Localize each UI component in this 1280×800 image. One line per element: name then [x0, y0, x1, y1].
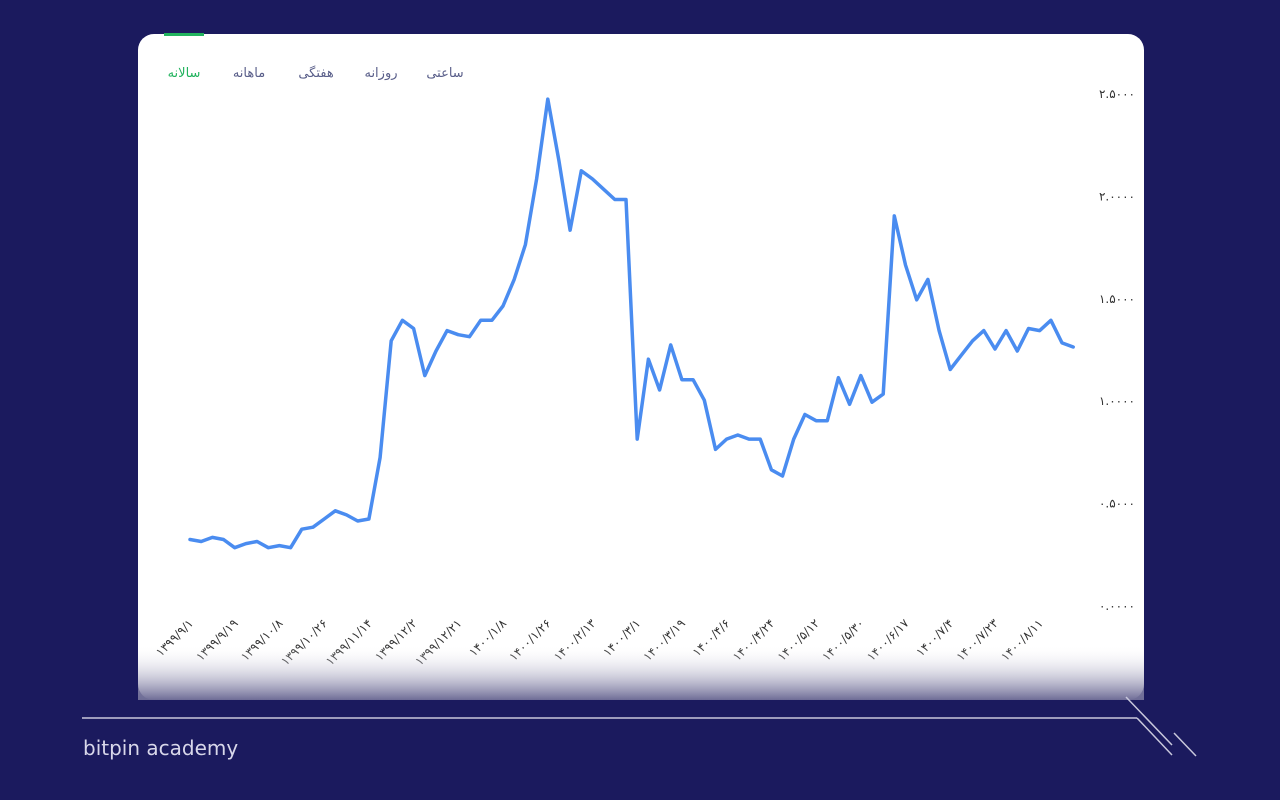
- active-tab-indicator: [164, 33, 204, 36]
- y-tick-label: ۱.۵۰۰۰: [1099, 292, 1135, 306]
- brand: bitpin academy: [83, 736, 238, 760]
- y-tick-label: ۲.۵۰۰۰: [1099, 87, 1135, 101]
- tab[interactable]: ساعتی: [426, 66, 463, 81]
- decor-line: [1125, 696, 1173, 746]
- decor-line: [1173, 732, 1197, 757]
- card-fade: [138, 645, 1144, 700]
- tab[interactable]: هفتگی: [298, 65, 334, 81]
- price-line: [188, 97, 1075, 550]
- y-tick-label: ۱.۰۰۰۰: [1099, 394, 1135, 408]
- tab[interactable]: روزانه: [364, 66, 397, 81]
- y-tick-label: ۲.۰۰۰۰: [1099, 189, 1135, 203]
- chart-card: [138, 34, 1144, 700]
- tab[interactable]: ماهانه: [233, 66, 265, 81]
- y-tick-label: ۰.۰۰۰۰: [1099, 599, 1135, 613]
- y-tick-label: ۰.۵۰۰۰: [1099, 497, 1135, 511]
- tab[interactable]: سالانه: [168, 66, 201, 81]
- decor-line: [1136, 717, 1173, 756]
